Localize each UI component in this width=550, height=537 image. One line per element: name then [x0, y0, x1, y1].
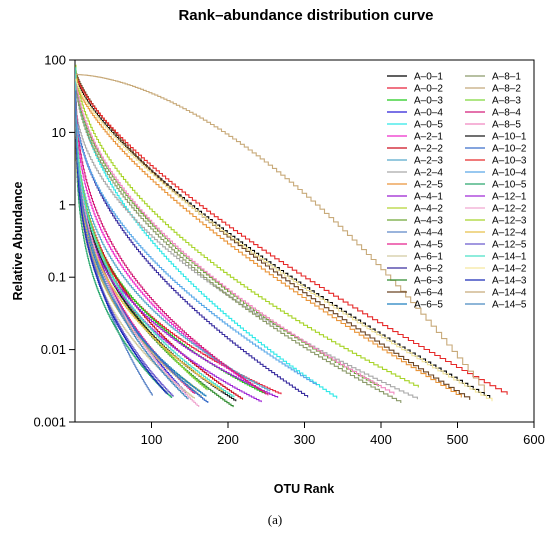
- legend-label: A–10–2: [492, 144, 527, 155]
- legend-label: A–2–2: [414, 144, 443, 155]
- curves-layer: [75, 64, 508, 408]
- series-line: [75, 101, 418, 400]
- series-line: [75, 91, 173, 398]
- legend-label: A–0–1: [414, 72, 443, 83]
- figure-caption: (a): [268, 512, 282, 527]
- legend-label: A–6–5: [414, 300, 443, 311]
- legend-label: A–14–2: [492, 264, 527, 275]
- legend-label: A–2–5: [414, 180, 443, 191]
- series-line: [75, 67, 235, 398]
- legend-label: A–8–4: [492, 108, 521, 119]
- y-tick-label: 0.001: [33, 415, 66, 430]
- y-tick-label: 10: [52, 125, 66, 140]
- series-line: [75, 118, 223, 392]
- legend-label: A–8–3: [492, 96, 521, 107]
- series-line: [75, 90, 168, 395]
- legend-label: A–12–4: [492, 228, 527, 239]
- series-line: [75, 73, 379, 387]
- series-line: [75, 73, 508, 395]
- series-line: [75, 70, 395, 395]
- series-line: [75, 78, 493, 402]
- legend-label: A–14–3: [492, 276, 527, 287]
- x-tick-label: 400: [370, 432, 392, 447]
- x-axis-label: OTU Rank: [274, 482, 334, 496]
- series-line: [75, 84, 271, 392]
- legend-label: A–12–3: [492, 216, 527, 227]
- x-tick-label: 600: [523, 432, 545, 447]
- legend-label: A–6–1: [414, 252, 443, 263]
- x-tick-label: 200: [217, 432, 239, 447]
- series-line: [75, 78, 402, 403]
- legend-label: A–12–1: [492, 192, 527, 203]
- legend-label: A–14–5: [492, 300, 527, 311]
- x-tick-label: 300: [294, 432, 316, 447]
- legend-label: A–10–1: [492, 132, 527, 143]
- series-line: [75, 81, 462, 398]
- series-line: [75, 70, 338, 399]
- legend-label: A–2–1: [414, 132, 443, 143]
- legend-label: A–2–4: [414, 168, 443, 179]
- y-tick-label: 1: [59, 197, 66, 212]
- legend-label: A–10–3: [492, 156, 527, 167]
- legend-label: A–0–2: [414, 84, 443, 95]
- legend-label: A–14–4: [492, 288, 527, 299]
- y-tick-label: 0.01: [41, 342, 66, 357]
- series-line: [75, 64, 419, 388]
- series-line: [75, 75, 269, 396]
- legend-label: A–6–4: [414, 288, 443, 299]
- legend-label: A–4–1: [414, 192, 443, 203]
- legend-label: A–4–5: [414, 240, 443, 251]
- x-axis: 100 200 300 400 500 600: [141, 422, 545, 447]
- series-line: [75, 103, 309, 398]
- chart-title: Rank–abundance distribution curve: [178, 7, 433, 24]
- legend-label: A–2–3: [414, 156, 443, 167]
- y-tick-label: 100: [44, 53, 66, 68]
- legend-label: A–14–1: [492, 252, 527, 263]
- legend-label: A–8–1: [492, 72, 521, 83]
- legend-label: A–12–5: [492, 240, 527, 251]
- legend-label: A–10–5: [492, 180, 527, 191]
- legend: A–0–1A–0–2A–0–3A–0–4A–0–5A–2–1A–2–2A–2–3…: [387, 72, 527, 311]
- series-line: [75, 90, 189, 400]
- legend-label: A–4–4: [414, 228, 443, 239]
- legend-label: A–10–4: [492, 168, 527, 179]
- series-line: [75, 73, 200, 407]
- legend-label: A–6–2: [414, 264, 443, 275]
- series-line: [75, 108, 317, 386]
- legend-label: A–12–2: [492, 204, 527, 215]
- legend-label: A–0–5: [414, 120, 443, 131]
- y-axis-label: Relative Abundance: [11, 181, 25, 300]
- legend-label: A–0–4: [414, 108, 443, 119]
- legend-label: A–4–2: [414, 204, 443, 215]
- series-line: [75, 74, 174, 397]
- legend-label: A–8–2: [492, 84, 521, 95]
- x-tick-label: 500: [447, 432, 469, 447]
- y-tick-label: 0.1: [48, 270, 66, 285]
- y-axis: 0.001 0.01 0.1 1 10 100: [33, 53, 75, 430]
- legend-label: A–6–3: [414, 276, 443, 287]
- legend-label: A–8–5: [492, 120, 521, 131]
- legend-label: A–4–3: [414, 216, 443, 227]
- legend-label: A–0–3: [414, 96, 443, 107]
- series-line: [75, 88, 244, 400]
- series-line: [75, 74, 485, 392]
- x-tick-label: 100: [141, 432, 163, 447]
